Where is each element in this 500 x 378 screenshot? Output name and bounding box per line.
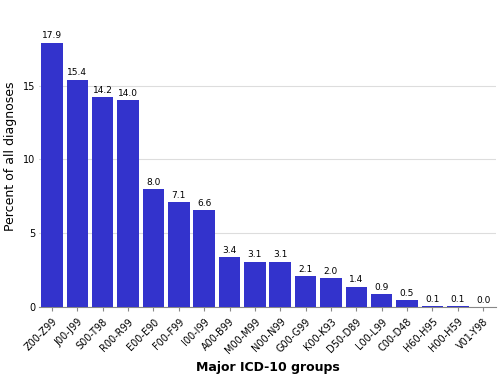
Bar	[66, 80, 88, 307]
Text: 3.1: 3.1	[273, 250, 287, 259]
Bar	[371, 294, 392, 307]
Text: 17.9: 17.9	[42, 31, 62, 40]
Text: 0.0: 0.0	[476, 296, 490, 305]
Text: 15.4: 15.4	[68, 68, 87, 77]
Text: 0.9: 0.9	[374, 283, 389, 292]
Bar	[142, 189, 164, 307]
X-axis label: Major ICD-10 groups: Major ICD-10 groups	[196, 361, 340, 374]
Text: 3.4: 3.4	[222, 246, 236, 255]
Text: 1.4: 1.4	[349, 276, 364, 284]
Bar	[270, 262, 291, 307]
Text: 0.1: 0.1	[425, 295, 440, 304]
Text: 3.1: 3.1	[248, 250, 262, 259]
Text: 14.0: 14.0	[118, 89, 138, 98]
Bar	[168, 202, 190, 307]
Text: 0.1: 0.1	[450, 295, 465, 304]
Text: 6.6: 6.6	[197, 198, 212, 208]
Y-axis label: Percent of all diagnoses: Percent of all diagnoses	[4, 81, 17, 231]
Bar	[118, 100, 139, 307]
Text: 8.0: 8.0	[146, 178, 160, 187]
Bar	[320, 278, 342, 307]
Bar	[422, 306, 443, 307]
Bar	[396, 300, 418, 307]
Bar	[92, 98, 114, 307]
Text: 7.1: 7.1	[172, 191, 186, 200]
Text: 14.2: 14.2	[92, 86, 112, 95]
Bar	[194, 210, 215, 307]
Text: 2.1: 2.1	[298, 265, 312, 274]
Text: 2.0: 2.0	[324, 266, 338, 276]
Bar	[244, 262, 266, 307]
Bar	[218, 257, 240, 307]
Bar	[41, 43, 62, 307]
Bar	[295, 276, 316, 307]
Bar	[447, 306, 468, 307]
Text: 0.5: 0.5	[400, 289, 414, 298]
Bar	[346, 287, 367, 307]
